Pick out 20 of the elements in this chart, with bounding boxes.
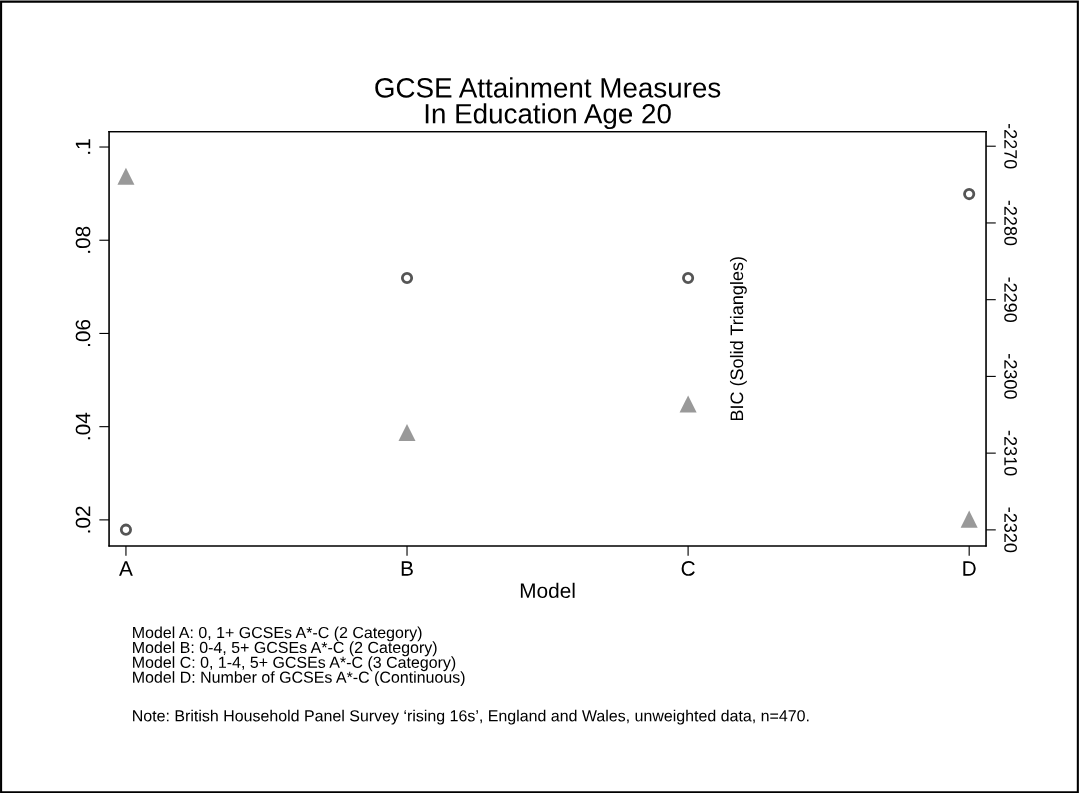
- y-tick-label: .02: [75, 506, 91, 533]
- chart-title: GCSE Attainment Measures In Education Age 20: [375, 77, 721, 130]
- y2-tick-label: -2300: [1004, 354, 1017, 399]
- y2-tick-label: -2280: [1004, 200, 1017, 246]
- x-tick-label: B: [401, 561, 413, 576]
- y-tick-label: .1: [75, 139, 91, 154]
- y2-tick-label: -2290: [1004, 277, 1017, 323]
- x-axis-title: Model: [520, 582, 575, 599]
- y2-tick-label: -2320: [1004, 507, 1017, 553]
- y-tick-label: .06: [75, 319, 91, 347]
- y-tick-label: .04: [75, 412, 91, 440]
- x-tick-label: A: [119, 561, 133, 576]
- y2-tick-label: -2310: [1004, 430, 1017, 476]
- x-tick-label: C: [681, 561, 695, 576]
- y-tick-label: .08: [75, 226, 91, 253]
- text: Note: British Household Panel Survey ‘rising 16s’, England and Wales, unweighted data, n=470.: [133, 709, 809, 725]
- text: Model A: 0, 1+ GCSEs A*-C (2 Category) Model B: 0-4, 5+ GCSEs A*-C (2 Category) Model C: 0, 1-4, 5+ GCSEs A*-C (3 Category) Model D: Number of GCSEs A*-C (Continuous): [133, 626, 465, 687]
- x-tick-label: D: [963, 561, 976, 576]
- y2-axis-title: BIC (Solid Triangles): [729, 257, 747, 421]
- y2-tick-label: -2270: [1004, 123, 1017, 169]
